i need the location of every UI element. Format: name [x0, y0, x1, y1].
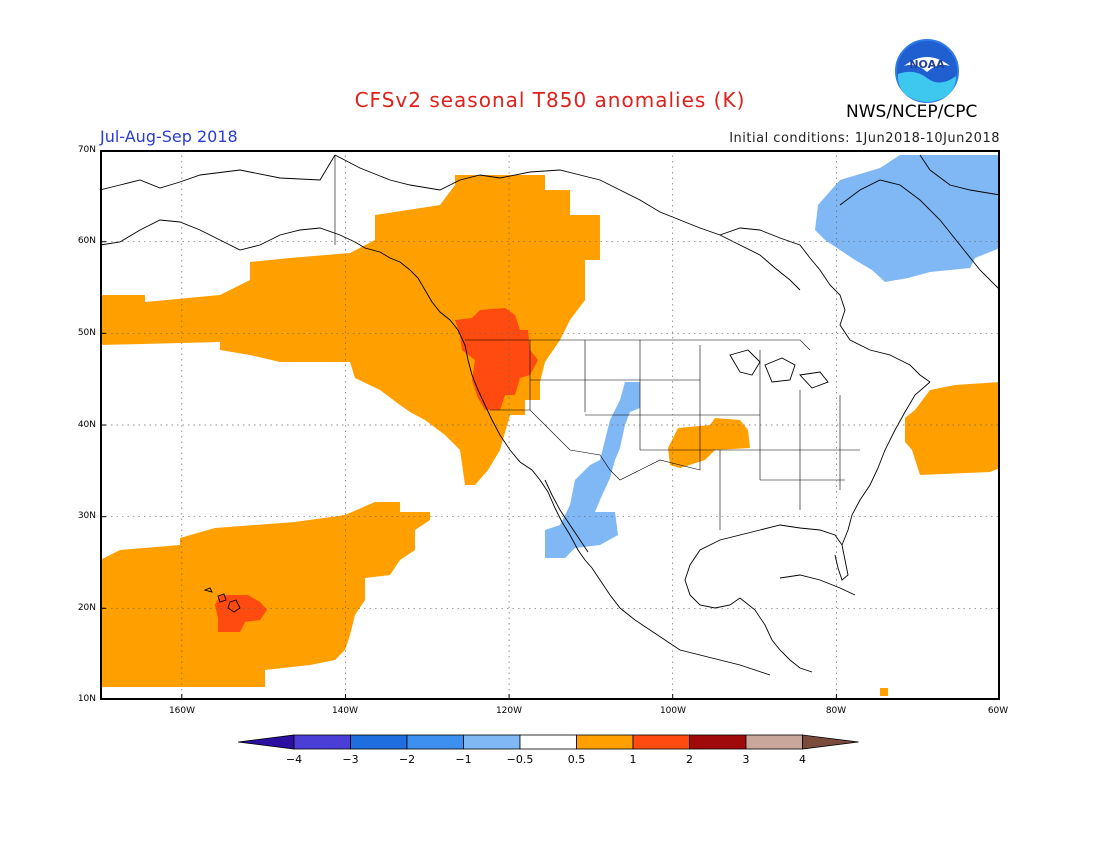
region-hudson-bay-cool — [815, 155, 1000, 282]
season-label: Jul-Aug-Sep 2018 — [100, 127, 238, 146]
lon-label: 60W — [987, 706, 1009, 716]
lon-label: 140W — [331, 706, 359, 716]
initial-conditions-label: Initial conditions: 1Jun2018-10Jun2018 — [729, 131, 1000, 146]
colorbar-right-arrow — [802, 734, 859, 750]
colorbar-segment — [293, 734, 351, 750]
colorbar-label: −0.5 — [506, 753, 534, 766]
colorbar-label: −3 — [342, 753, 359, 766]
colorbar — [237, 733, 862, 755]
coastlines — [99, 154, 1001, 676]
anomaly-map — [99, 149, 1001, 704]
colorbar-segment — [519, 734, 577, 750]
colorbar-segment — [745, 734, 803, 750]
colorbar-label: 0.5 — [567, 753, 586, 766]
colorbar-segment — [632, 734, 690, 750]
lat-label: 60N — [77, 236, 96, 246]
colorbar-segment — [576, 734, 634, 750]
colorbar-label: 2 — [686, 753, 693, 766]
colorbar-segment — [350, 734, 408, 750]
colorbar-label: −2 — [398, 753, 416, 766]
colorbar-segment — [463, 734, 521, 750]
region-central-pacific-warm — [100, 502, 430, 687]
colorbar-label: −4 — [285, 753, 303, 766]
colorbar-label: 4 — [799, 753, 806, 766]
noaa-logo: NOAA — [894, 38, 960, 108]
region-southwest-us-cool — [545, 382, 640, 558]
colorbar-label: −1 — [455, 753, 472, 766]
lat-label: 30N — [77, 511, 96, 521]
political-borders — [334, 155, 860, 530]
lon-label: 120W — [495, 706, 523, 716]
region-plains-warm — [668, 418, 750, 468]
lon-label: 160W — [168, 706, 196, 716]
lat-label: 20N — [77, 603, 96, 613]
region-northeast-pacific-warm — [100, 175, 600, 485]
lat-label: 70N — [77, 145, 96, 155]
lat-label: 40N — [77, 420, 96, 430]
agency-label: NWS/NCEP/CPC — [846, 102, 978, 122]
colorbar-label: 3 — [742, 753, 750, 766]
noaa-logo-text: NOAA — [909, 58, 945, 71]
colorbar-left-arrow — [237, 734, 295, 750]
colorbar-segment — [406, 734, 464, 750]
colorbar-segment — [689, 734, 747, 750]
region-caribbean-warm — [880, 688, 888, 696]
lat-label: 10N — [77, 694, 96, 704]
warm-anomaly-regions — [100, 175, 1000, 696]
colorbar-label: 1 — [629, 753, 637, 766]
cool-anomaly-regions — [545, 155, 1000, 558]
lat-label: 50N — [77, 328, 96, 338]
lon-label: 80W — [825, 706, 847, 716]
region-northwest-atlantic-warm — [905, 382, 1000, 475]
map-title: CFSv2 seasonal T850 anomalies (K) — [354, 88, 746, 112]
graticule — [100, 150, 1000, 700]
region-hawaii-warm — [215, 595, 267, 632]
lon-label: 100W — [659, 706, 687, 716]
